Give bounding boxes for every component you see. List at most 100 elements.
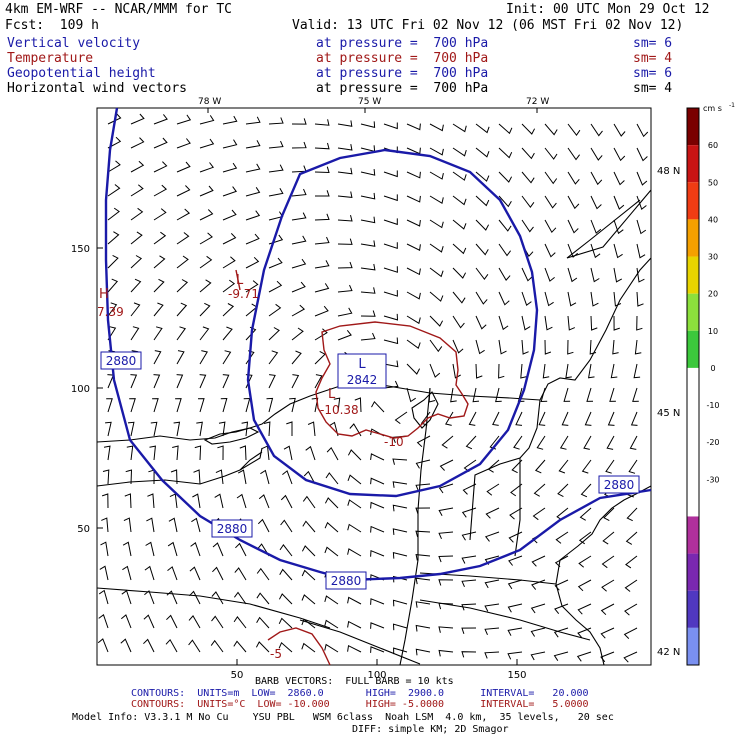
lon-label-78w: 78 W [198,97,221,107]
wind-barb [245,140,261,149]
wind-barb [580,483,592,498]
wind-barb [143,638,155,653]
wind-barb [613,195,625,210]
wind-barb [498,123,513,135]
contour-label-2880-d: 2880 [604,478,635,492]
wind-barb [98,589,109,605]
wind-barb [530,627,546,637]
contour-label-2880-b: 2880 [217,522,248,536]
wind-barb [415,507,431,514]
lon-label-75w: 75 W [358,97,381,107]
wind-barb [623,627,638,639]
wind-barb [222,233,237,245]
wind-barb [461,651,477,658]
wind-barb [544,219,557,234]
wind-barb [383,360,399,368]
wind-barb [636,243,646,259]
wind-barb [486,483,500,496]
colorbar-frame [686,107,700,666]
wind-barb [189,566,201,581]
wind-barb [97,638,109,653]
wind-barb [311,397,319,413]
wind-barb [632,387,639,402]
wind-barb [602,531,615,545]
colorbar: 60 50 40 30 20 10 0 -10 -20 -30 [686,107,720,666]
wind-barb [445,411,454,426]
wind-barb [590,147,603,161]
wind-barb [613,219,624,235]
wind-barb [461,507,477,518]
wind-barb [521,339,529,355]
wind-barb [406,123,421,131]
wind-barb [507,651,523,660]
wind-barb [521,267,533,282]
wind-barb [291,374,300,389]
wind-barb [347,620,362,629]
wind-barb [530,603,546,614]
wind-barb [636,171,648,186]
wind-barb [484,627,500,635]
wind-barb [102,469,110,485]
wind-barb [415,483,431,491]
wind-barb [544,315,553,331]
wind-barb [544,147,558,160]
wind-barb [333,397,341,413]
wind-barb [383,290,398,297]
wind-barb [452,339,464,354]
wind-barb [507,603,523,613]
wind-barb [553,627,569,638]
wind-barb [314,119,330,126]
wind-barb [544,291,554,307]
wind-barb [233,640,247,653]
wind-barb [130,137,145,149]
wind-barb [347,548,362,557]
wind-barb [347,523,362,533]
wind-barb [130,326,140,341]
wind-barb [475,291,488,305]
wind-barb [256,567,270,581]
wind-barb [429,243,444,253]
low-center-letter: L [358,357,366,372]
wind-barb [507,579,523,590]
wind-barb [99,565,109,581]
temp-high-value: 7.39 [97,305,124,319]
wind-barb [439,459,454,471]
wind-barb [98,613,109,629]
wind-barb [553,651,569,661]
wind-barb [521,195,535,209]
wind-barb [301,545,316,557]
wind-barb [222,350,232,365]
contour-labels: 2880 2880 2880 2880 L 2842 L -10.38 -10 … [97,273,640,661]
wind-barb [406,171,421,179]
wind-barb [291,118,307,125]
longitude-labels: 78 W 75 W 72 W [198,97,549,107]
wind-barb [291,212,307,221]
wind-barb [107,278,119,293]
wind-barb [245,210,261,221]
wind-barb [441,435,454,449]
wind-barb [130,231,143,245]
wind-barb [212,566,224,581]
wind-barb [307,421,316,437]
wind-barb [280,519,293,533]
colorbar-label: -20 [706,438,719,447]
wind-barb [406,219,421,227]
wind-barb [587,363,595,379]
wind-barb [577,603,592,615]
forecast-hour: Fcst: 109 h [5,18,99,33]
wind-barb [534,459,546,474]
wind-barb [558,459,569,474]
wind-barb [220,397,228,413]
wind-barb [475,315,487,330]
wind-barb [123,517,132,533]
wind-barb [415,601,431,608]
wind-barb [383,170,398,178]
colorbar-segment [687,182,699,220]
wind-barb [636,219,647,235]
wind-barb [383,218,398,226]
colorbar-label: 50 [708,178,718,187]
wind-barb [261,445,270,461]
wind-barb [429,291,444,302]
wind-barb [268,303,282,317]
wind-barb [544,339,552,355]
